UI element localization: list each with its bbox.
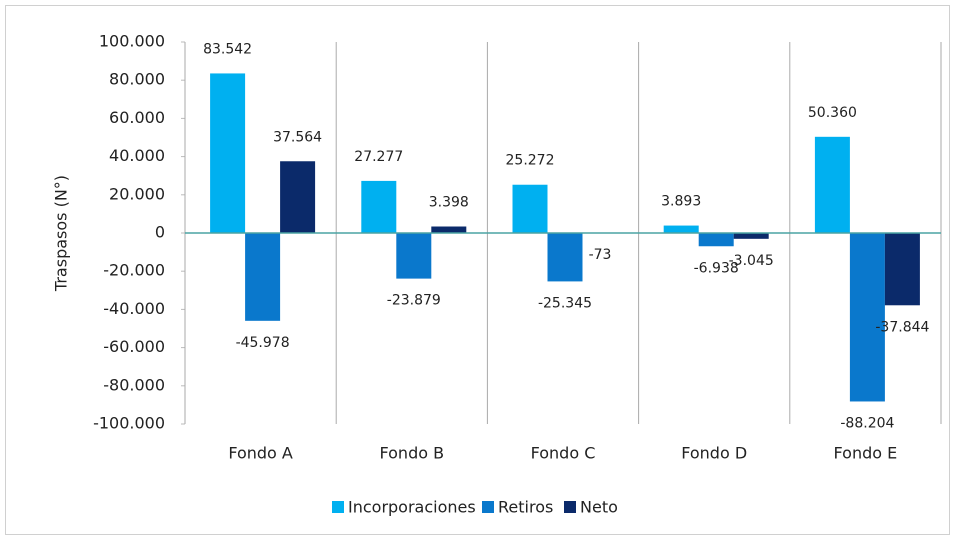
x-tick-label: Fondo D [681,444,747,463]
x-tick-label: Fondo C [531,444,596,463]
bar [547,233,583,282]
bar [361,180,397,233]
value-label: 3.893 [661,194,701,210]
bar [210,73,246,233]
bar [280,161,316,233]
value-label: -45.978 [236,335,290,351]
y-axis-label: Traspasos (N°) [52,175,71,292]
legend-swatch [332,501,344,513]
legend-label: Neto [580,498,618,517]
bar [396,233,432,279]
legend-swatch [564,501,576,513]
bar [663,225,699,233]
value-label: -25.345 [538,295,592,311]
bar [733,233,769,239]
y-tick-label: 0 [155,223,165,242]
value-label: -3.045 [729,253,774,269]
y-tick-label: 100.000 [99,32,165,51]
x-tick-label: Fondo B [380,444,445,463]
x-tick-label: Fondo E [834,444,898,463]
bar [245,233,281,321]
chart-border [5,5,950,535]
value-label: -37.844 [875,319,929,335]
y-tick-label: 40.000 [109,146,165,165]
y-tick-label: -20.000 [103,261,165,280]
value-label: 27.277 [354,149,403,165]
bar [849,233,885,402]
bar [698,233,734,247]
y-tick-label: 20.000 [109,184,165,203]
y-tick-label: -100.000 [93,414,165,433]
bar [814,136,850,233]
bar [884,233,920,306]
legend-swatch [482,501,494,513]
value-label: 3.398 [429,195,469,211]
value-label: -88.204 [840,415,894,431]
value-label: -6.938 [694,260,739,276]
value-label: 50.360 [808,105,857,121]
value-label: 37.564 [273,129,322,145]
value-label: -23.879 [387,293,441,309]
y-tick-label: 80.000 [109,70,165,89]
legend-label: Incorporaciones [348,498,476,517]
value-label: -73 [589,247,612,263]
value-label: 83.542 [203,41,252,57]
x-tick-label: Fondo A [228,444,293,463]
bar [512,184,548,233]
value-label: 25.272 [506,153,555,169]
y-tick-label: -80.000 [103,375,165,394]
bar [431,226,467,233]
y-tick-label: 60.000 [109,108,165,127]
legend-label: Retiros [498,498,553,517]
y-tick-label: -40.000 [103,299,165,318]
y-tick-label: -60.000 [103,337,165,356]
